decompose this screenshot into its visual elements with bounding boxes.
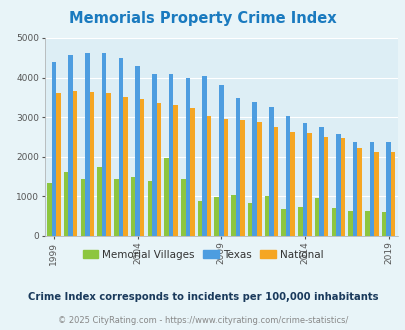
Bar [302,123,307,236]
Bar [64,172,68,236]
Bar [214,197,218,236]
Bar [381,212,386,236]
Bar [218,85,223,236]
Bar [352,142,356,236]
Legend: Memorial Villages, Texas, National: Memorial Villages, Texas, National [78,246,327,264]
Bar [156,103,161,236]
Bar [290,132,294,236]
Bar [240,120,244,236]
Bar [51,62,56,236]
Bar [356,148,361,236]
Bar [386,142,390,236]
Bar [319,127,323,236]
Bar [164,158,168,236]
Bar [80,179,85,236]
Bar [264,196,269,236]
Bar [173,105,177,236]
Bar [190,109,194,236]
Bar [181,179,185,236]
Bar [123,97,127,236]
Bar [102,53,106,236]
Bar [168,74,173,236]
Bar [223,119,228,236]
Bar [147,181,152,236]
Bar [364,211,369,236]
Bar [256,122,261,236]
Bar [72,91,77,236]
Bar [152,74,156,236]
Bar [135,66,139,236]
Bar [314,198,319,236]
Bar [307,133,311,236]
Bar [130,177,135,236]
Bar [269,107,273,236]
Bar [281,209,285,236]
Bar [340,138,344,236]
Bar [235,98,240,236]
Bar [335,134,340,236]
Bar [118,58,123,236]
Bar [106,93,111,236]
Bar [369,142,373,236]
Bar [90,92,94,236]
Bar [97,167,102,236]
Bar [390,152,394,236]
Bar [252,102,256,236]
Bar [114,179,118,236]
Bar [331,208,335,236]
Bar [47,183,51,236]
Bar [347,212,352,236]
Bar [373,152,378,236]
Text: Crime Index corresponds to incidents per 100,000 inhabitants: Crime Index corresponds to incidents per… [28,292,377,302]
Bar [206,116,211,236]
Bar [139,99,144,236]
Bar [185,78,190,236]
Bar [323,137,328,236]
Bar [68,54,72,236]
Bar [273,127,277,236]
Bar [297,207,302,236]
Bar [247,204,252,236]
Bar [285,116,290,236]
Bar [85,53,90,236]
Bar [197,201,202,236]
Text: © 2025 CityRating.com - https://www.cityrating.com/crime-statistics/: © 2025 CityRating.com - https://www.city… [58,316,347,325]
Bar [56,93,60,236]
Bar [202,76,206,236]
Text: Memorials Property Crime Index: Memorials Property Crime Index [69,11,336,26]
Bar [231,195,235,236]
